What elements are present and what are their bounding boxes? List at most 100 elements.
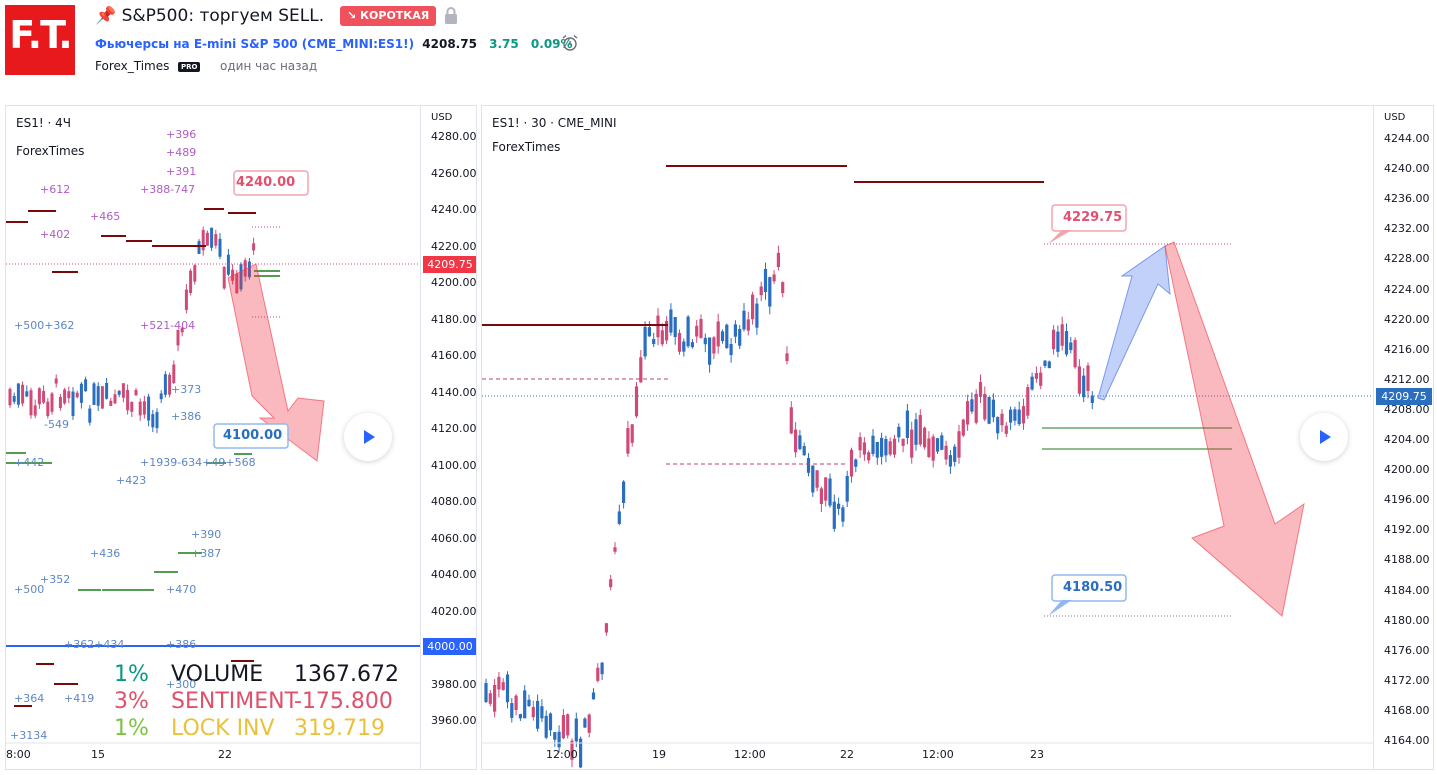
left-chart-panel[interactable]: ES1! · 4Ч ForexTimes USD 4280.00 4260.00 4… — [5, 105, 477, 770]
candle — [755, 303, 759, 328]
candle — [1000, 413, 1004, 426]
candle — [699, 319, 703, 338]
symbol-line[interactable]: Фьючерсы на E-mini S&P 500 (CME_MINI:ES1… — [95, 37, 573, 51]
candle — [1047, 361, 1051, 368]
candle — [867, 452, 871, 461]
candle — [604, 623, 608, 633]
candle — [21, 384, 25, 404]
candle — [16, 383, 20, 405]
candle — [193, 265, 197, 282]
right-y-tick: 4200.00 — [1384, 463, 1430, 477]
author-logo[interactable]: F.T. — [5, 5, 75, 75]
candle — [126, 390, 130, 411]
symbol-code[interactable]: (CME_MINI:ES1!) — [301, 37, 415, 51]
left-y-tick: 4200.00 — [431, 276, 477, 289]
callout-pointer — [1048, 600, 1072, 616]
candle — [109, 400, 113, 406]
candle — [970, 399, 974, 412]
play-button[interactable] — [1300, 413, 1348, 461]
candle — [12, 396, 16, 402]
candle — [845, 476, 849, 502]
candle — [600, 662, 604, 675]
candle — [1013, 409, 1017, 421]
short-badge: ↘ КОРОТКАЯ — [340, 6, 437, 26]
candle — [531, 706, 535, 718]
candle — [974, 393, 978, 423]
author-name[interactable]: Forex_Times — [95, 59, 170, 73]
candle — [222, 266, 226, 289]
candle — [8, 388, 12, 406]
candle — [690, 342, 694, 348]
candle — [880, 437, 884, 457]
candle — [806, 458, 811, 473]
candle — [197, 241, 201, 254]
right-chart-panel[interactable]: ES1! · 30 · CME_MINI ForexTimes USD 4244… — [481, 105, 1434, 770]
candle — [58, 396, 62, 409]
right-chart-canvas[interactable] — [482, 106, 1373, 769]
right-price-axis[interactable]: USD 4244.00 4240.00 4236.00 4232.00 4228.00 4… — [1373, 106, 1433, 769]
alarm-clock-icon[interactable] — [560, 33, 580, 53]
candle — [785, 353, 789, 362]
candle — [25, 391, 29, 397]
callout-price-bottom: 4100.00 — [223, 428, 283, 443]
left-y-tick: 4220.00 — [431, 239, 477, 253]
candle — [497, 676, 501, 690]
left-chart-canvas[interactable] — [6, 106, 420, 769]
candle — [1004, 425, 1008, 434]
posted-time: один час назад — [220, 59, 318, 73]
candle — [505, 674, 510, 703]
candle — [1060, 324, 1064, 346]
candle — [147, 396, 151, 421]
right-y-tick: 4216.00 — [1384, 342, 1430, 356]
candle — [776, 252, 780, 268]
left-chart-title: ES1! · 4Ч — [16, 116, 71, 130]
candle — [729, 344, 733, 356]
candle — [172, 364, 176, 383]
candle — [918, 415, 922, 445]
candle — [484, 683, 488, 703]
chart-note: +402 — [40, 228, 71, 241]
candle — [121, 383, 125, 398]
candle — [596, 667, 600, 681]
candle — [570, 740, 574, 760]
candle — [630, 424, 634, 443]
candle — [613, 547, 617, 552]
callout-price-top: 4240.00 — [236, 175, 296, 190]
candle — [832, 501, 836, 529]
chart-note: +387 — [191, 547, 222, 560]
candle — [510, 703, 514, 718]
candle — [544, 715, 548, 738]
candle — [557, 731, 561, 748]
right-y-tick: 4180.00 — [1384, 613, 1430, 627]
candle — [151, 414, 155, 428]
candle — [763, 268, 768, 292]
symbol-name[interactable]: Фьючерсы на E-mini S&P 500 — [95, 37, 298, 51]
candle — [669, 309, 673, 333]
candle — [514, 695, 518, 711]
buy-arrow — [1097, 245, 1171, 401]
candle — [1039, 372, 1043, 386]
stat-name: LOCK INV — [171, 716, 275, 741]
chart-note: +386 — [166, 638, 197, 651]
left-y-tick: 4040.00 — [431, 568, 477, 581]
pro-badge: PRO — [178, 62, 201, 72]
candle — [720, 331, 725, 342]
candle — [566, 714, 570, 736]
stat-value: 1367.672 — [294, 662, 399, 687]
chart-note: +500+362 — [14, 319, 75, 332]
left-price-axis[interactable]: USD 4280.00 4260.00 4240.00 4220.00 4200.00 4… — [420, 106, 477, 769]
right-y-tick: 4184.00 — [1384, 583, 1430, 597]
price-change: 3.75 — [489, 37, 519, 51]
callout-pointer — [1048, 230, 1072, 244]
candle — [798, 435, 802, 450]
candle — [579, 738, 583, 768]
candle — [134, 389, 138, 396]
play-button[interactable] — [344, 413, 392, 461]
candle — [789, 407, 793, 434]
chart-note: +442 — [14, 456, 45, 469]
candle — [781, 282, 785, 294]
candle — [493, 684, 497, 712]
candle — [117, 390, 121, 395]
candle — [703, 337, 707, 345]
candle — [677, 333, 682, 352]
